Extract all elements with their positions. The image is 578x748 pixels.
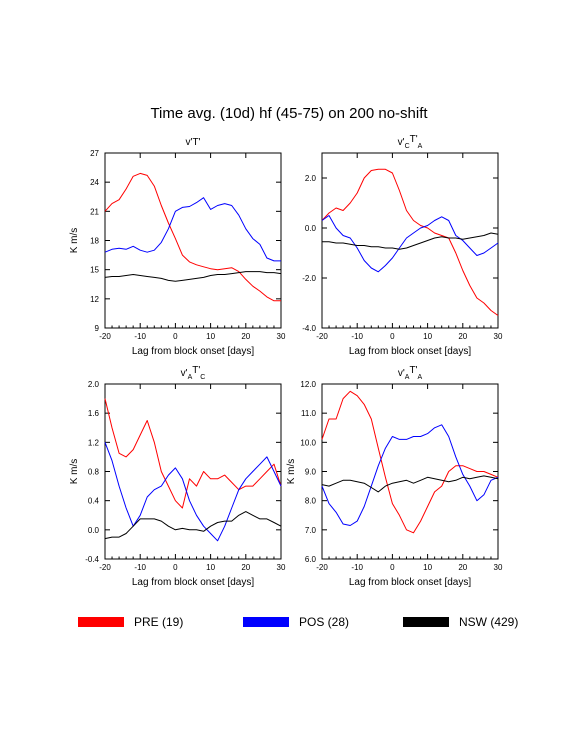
- y-tick-label: 1.6: [88, 409, 100, 418]
- y-tick-label: -4.0: [302, 324, 316, 333]
- panel-1: -20 -10 0 10 20 30 9 12 15 18 21 24 27 Lag from block…: [69, 137, 286, 357]
- series-line-nsw: [104, 271, 282, 282]
- x-tick-label: -10: [351, 332, 363, 341]
- x-tick-label: 20: [458, 563, 467, 572]
- x-tick-label: -10: [134, 563, 146, 572]
- x-tick-label: 30: [277, 563, 286, 572]
- x-tick-label: 10: [423, 563, 432, 572]
- panel-title: v'CT'A: [398, 134, 423, 150]
- panel-3: -20 -10 0 10 20 30 -0.4 0.0 0.4 0.8 1.2 1.6 2.0 Lag f…: [69, 365, 286, 588]
- panel-title: v'AT'A: [398, 365, 423, 381]
- x-axis-label: Lag from block onset [days]: [349, 346, 472, 357]
- x-axis-label: Lag from block onset [days]: [349, 577, 472, 588]
- series-line-pre: [104, 172, 281, 302]
- legend-item-pos: POS (28): [243, 615, 349, 629]
- x-tick-label: 20: [458, 332, 467, 341]
- panel-2: -20 -10 0 10 20 30 -4.0 -2.0 0.0 2.0 Lag from bloc…: [302, 134, 503, 357]
- y-tick-label: 10.0: [300, 438, 316, 447]
- x-tick-label: 0: [390, 332, 395, 341]
- legend-label-pre: PRE (19): [134, 615, 184, 629]
- y-axis-label: K m/s: [286, 459, 297, 485]
- panel-title: v'T': [186, 137, 201, 148]
- x-tick-label: 10: [206, 332, 215, 341]
- x-axis-label: Lag from block onset [days]: [132, 346, 255, 357]
- series-line-pre: [321, 168, 499, 316]
- y-tick-label: 9.0: [305, 468, 317, 477]
- x-tick-label: 30: [494, 332, 503, 341]
- x-tick-label: 20: [241, 332, 250, 341]
- y-axis-label: K m/s: [69, 228, 80, 254]
- plot-frame: [321, 152, 499, 329]
- series-line-pos: [104, 197, 281, 262]
- y-tick-label: 24: [90, 178, 99, 187]
- legend-swatch-pos: [243, 617, 289, 627]
- series-line-nsw: [321, 475, 499, 493]
- series-line-pre: [321, 390, 499, 534]
- x-tick-label: -10: [351, 563, 363, 572]
- series-line-nsw: [322, 232, 499, 250]
- y-tick-label: -0.4: [85, 555, 99, 564]
- y-tick-label: 0.0: [305, 224, 317, 233]
- y-tick-label: 0.4: [88, 497, 100, 506]
- y-tick-label: 8.0: [305, 497, 317, 506]
- y-tick-label: 6.0: [305, 555, 317, 564]
- panel-4: -20 -10 0 10 20 30 6.0 7.0 8.0 9.0 10.0 11.0 12.0 Lag…: [286, 365, 503, 588]
- series-line-pre: [104, 398, 282, 509]
- x-tick-label: 30: [277, 332, 286, 341]
- x-tick-label: -10: [134, 332, 146, 341]
- x-tick-label: -20: [316, 332, 328, 341]
- x-tick-label: -20: [99, 332, 111, 341]
- series-line-pos: [104, 442, 282, 542]
- y-tick-label: 1.2: [88, 438, 100, 447]
- y-tick-label: 27: [90, 149, 99, 158]
- x-tick-label: 0: [390, 563, 395, 572]
- legend-swatch-nsw: [403, 617, 449, 627]
- x-tick-label: 30: [494, 563, 503, 572]
- y-tick-label: 0.0: [88, 526, 100, 535]
- y-tick-label: 9: [95, 324, 100, 333]
- series-line-pos: [321, 424, 499, 526]
- y-tick-label: 11.0: [301, 409, 317, 418]
- x-tick-label: -20: [99, 563, 111, 572]
- series-line-pos: [321, 215, 499, 273]
- legend-label-nsw: NSW (429): [459, 615, 519, 629]
- y-tick-label: 2.0: [305, 174, 317, 183]
- x-tick-label: 10: [206, 563, 215, 572]
- x-tick-label: 0: [173, 563, 178, 572]
- y-tick-label: 0.8: [88, 468, 100, 477]
- y-tick-label: 2.0: [88, 380, 100, 389]
- x-tick-label: 20: [241, 563, 250, 572]
- panel-title: v'AT'C: [181, 365, 206, 381]
- plot-frame: [104, 383, 282, 560]
- y-tick-label: 7.0: [305, 526, 317, 535]
- legend-label-pos: POS (28): [299, 615, 350, 629]
- y-tick-label: 12.0: [300, 380, 316, 389]
- x-tick-label: 0: [173, 332, 178, 341]
- x-axis-label: Lag from block onset [days]: [132, 577, 255, 588]
- legend-item-pre: PRE (19): [78, 615, 183, 629]
- y-tick-label: 18: [90, 237, 99, 246]
- x-tick-label: -20: [316, 563, 328, 572]
- series-line-nsw: [104, 511, 282, 540]
- y-axis-label: K m/s: [69, 459, 80, 485]
- legend-item-nsw: NSW (429): [403, 615, 518, 629]
- y-tick-label: -2.0: [302, 274, 316, 283]
- y-tick-label: 15: [90, 266, 99, 275]
- y-tick-label: 12: [90, 295, 99, 304]
- y-tick-label: 21: [90, 207, 99, 216]
- legend-swatch-pre: [78, 617, 124, 627]
- x-tick-label: 10: [423, 332, 432, 341]
- plot-frame: [321, 383, 499, 560]
- figure-title: Time avg. (10d) hf (45-75) on 200 no-shi…: [150, 105, 428, 122]
